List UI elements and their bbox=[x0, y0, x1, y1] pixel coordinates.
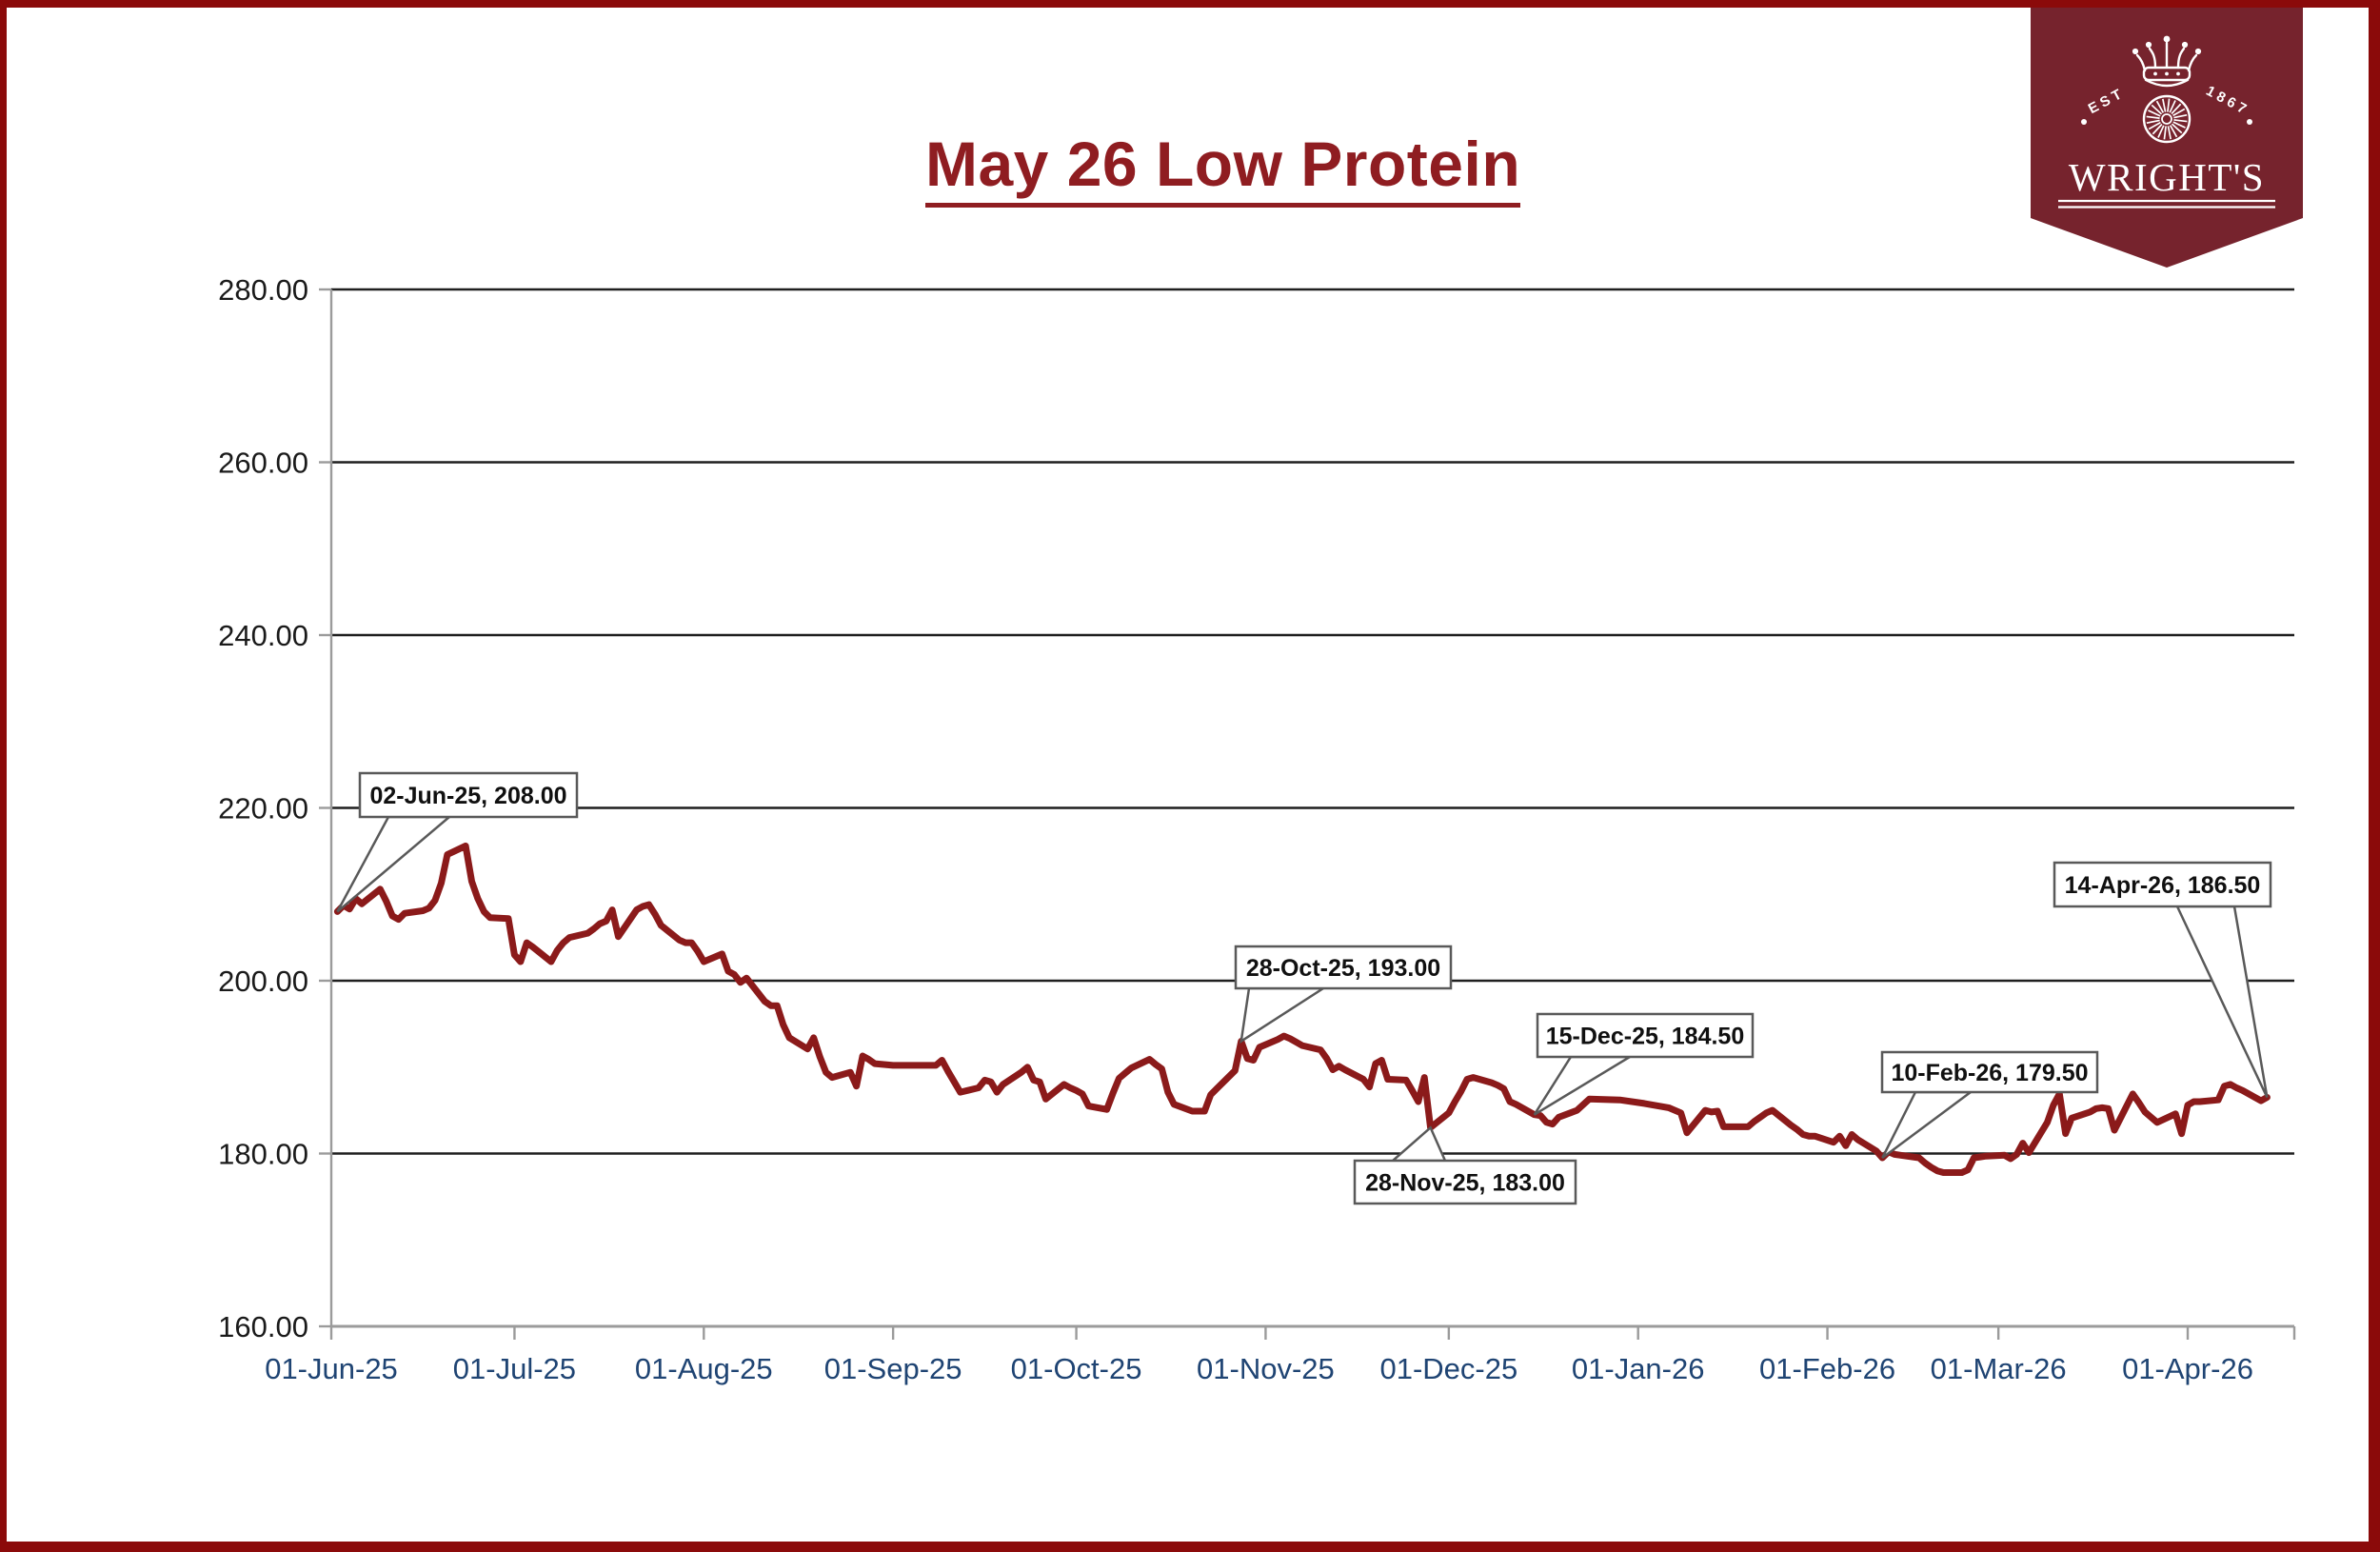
y-tick-label: 240.00 bbox=[218, 619, 308, 652]
x-tick-label: 01-Apr-26 bbox=[2122, 1352, 2253, 1385]
callout-box bbox=[1880, 1050, 2099, 1094]
y-tick-label: 260.00 bbox=[218, 447, 308, 480]
callout-label: 02-Jun-25, 208.00 bbox=[369, 783, 566, 809]
x-tick-label: 01-Oct-25 bbox=[1011, 1352, 1142, 1385]
x-tick-label: 01-Feb-26 bbox=[1759, 1352, 1895, 1385]
callout: 15-Dec-25, 184.50 bbox=[1533, 1012, 1755, 1116]
logo-right-dot bbox=[2247, 119, 2252, 125]
callout-box bbox=[1536, 1012, 1755, 1059]
millstone-spoke bbox=[2173, 114, 2188, 119]
callout: 14-Apr-26, 186.50 bbox=[2053, 861, 2272, 1099]
millstone-spoke bbox=[2146, 115, 2160, 119]
logo-banner-shape bbox=[2031, 8, 2303, 268]
millstone-spoke bbox=[2162, 98, 2167, 112]
millstone-spoke bbox=[2172, 121, 2186, 129]
y-tick-label: 200.00 bbox=[218, 965, 308, 998]
x-tick-label: 01-Jul-25 bbox=[453, 1352, 576, 1385]
millstone-spoke bbox=[2152, 123, 2163, 135]
wrights-logo: EST 1867 WRIGHT'S bbox=[2031, 8, 2303, 268]
x-tick-label: 01-Aug-25 bbox=[635, 1352, 773, 1385]
logo-wordmark: WRIGHT'S bbox=[2069, 155, 2265, 199]
callout-box bbox=[1234, 945, 1453, 990]
callout-box bbox=[2053, 861, 2272, 908]
crown-icon bbox=[2132, 35, 2202, 88]
callout-pointer bbox=[336, 815, 453, 913]
y-tick-label: 280.00 bbox=[218, 273, 308, 307]
millstone-spoke bbox=[2146, 119, 2160, 124]
logo-left-dot bbox=[2081, 119, 2087, 125]
millstone-spoke bbox=[2148, 121, 2161, 130]
logo-double-rule bbox=[2058, 199, 2275, 209]
callout-box bbox=[1353, 1159, 1577, 1205]
x-tick-label: 01-Sep-25 bbox=[824, 1352, 962, 1385]
millstone-spoke bbox=[2163, 126, 2167, 140]
price-line bbox=[333, 842, 2271, 1176]
data-callouts: 02-Jun-25, 208.00 28-Oct-25, 193.00 28-Nov… bbox=[336, 771, 2272, 1205]
millstone-spoke bbox=[2171, 123, 2183, 134]
chart-title: May 26 Low Protein bbox=[925, 128, 1521, 208]
callout-label: 10-Feb-26, 179.50 bbox=[1891, 1060, 2088, 1086]
callout-label: 14-Apr-26, 186.50 bbox=[2065, 872, 2261, 899]
axis-labels: 160.00 180.00 200.00 220.00 240.00 260.00 280.… bbox=[218, 273, 2253, 1385]
axes bbox=[319, 288, 2296, 1340]
millstone-spoke bbox=[2169, 100, 2176, 113]
callout: 02-Jun-25, 208.00 bbox=[336, 771, 579, 913]
millstone-spoke bbox=[2151, 104, 2163, 115]
callout-pointer bbox=[1389, 1125, 1447, 1163]
callout: 28-Nov-25, 183.00 bbox=[1353, 1125, 1577, 1205]
callout-pointer bbox=[1881, 1090, 1974, 1160]
callout: 28-Oct-25, 193.00 bbox=[1234, 945, 1453, 1045]
millstone-spoke bbox=[2167, 98, 2171, 112]
x-tick-label: 01-Jun-25 bbox=[265, 1352, 398, 1385]
y-tick-label: 220.00 bbox=[218, 792, 308, 826]
callout-box bbox=[358, 771, 579, 819]
millstone-spoke bbox=[2157, 125, 2165, 138]
millstone-spoke bbox=[2173, 119, 2188, 123]
x-tick-label: 01-Nov-25 bbox=[1197, 1352, 1335, 1385]
callout-label: 15-Dec-25, 184.50 bbox=[1546, 1024, 1744, 1050]
y-tick-label: 180.00 bbox=[218, 1138, 308, 1171]
millstone-spoke bbox=[2171, 103, 2182, 115]
millstone-spoke bbox=[2155, 100, 2165, 113]
millstone-icon bbox=[2142, 94, 2192, 144]
gridlines bbox=[331, 288, 2294, 1155]
callout-label: 28-Nov-25, 183.00 bbox=[1365, 1170, 1565, 1197]
millstone-spoke bbox=[2148, 109, 2161, 117]
callout: 10-Feb-26, 179.50 bbox=[1880, 1050, 2099, 1160]
price-line-series bbox=[333, 842, 2271, 1176]
callout-label: 28-Oct-25, 193.00 bbox=[1246, 955, 1440, 982]
callout-pointer bbox=[2175, 905, 2269, 1099]
y-tick-label: 160.00 bbox=[218, 1310, 308, 1343]
x-tick-label: 01-Jan-26 bbox=[1572, 1352, 1705, 1385]
millstone-spoke bbox=[2172, 108, 2186, 117]
x-tick-label: 01-Dec-25 bbox=[1379, 1352, 1517, 1385]
millstone-spoke bbox=[2169, 125, 2178, 138]
millstone-spoke bbox=[2167, 126, 2172, 140]
x-tick-label: 01-Mar-26 bbox=[1931, 1352, 2067, 1385]
